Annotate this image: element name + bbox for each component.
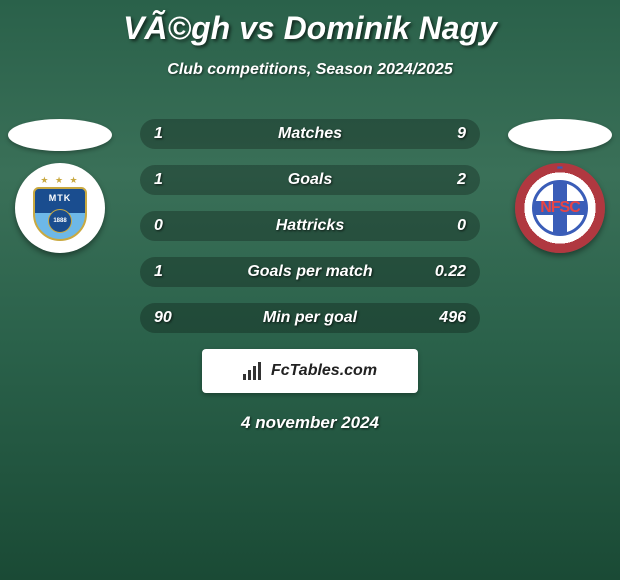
comparison-panel: ★ ★ ★ MTK 1888 ♛ NFSC 1 Matches 9 1 — [0, 119, 620, 433]
nsc-crown-icon: ♛ — [555, 163, 566, 172]
stat-right-value: 2 — [457, 171, 466, 189]
brand-text: FcTables.com — [271, 362, 377, 380]
mtk-shield-icon: MTK 1888 — [33, 187, 87, 241]
stat-left-value: 1 — [154, 125, 163, 143]
stat-right-value: 0.22 — [435, 263, 466, 281]
stat-row: 0 Hattricks 0 — [140, 211, 480, 241]
player-left-avatar — [8, 119, 112, 151]
stat-left-value: 0 — [154, 217, 163, 235]
stat-label: Goals — [140, 171, 480, 189]
date-label: 4 november 2024 — [0, 413, 620, 433]
mtk-code: MTK — [49, 193, 72, 203]
club-badge-left: ★ ★ ★ MTK 1888 — [15, 163, 105, 253]
mtk-stars-icon: ★ ★ ★ — [40, 175, 79, 186]
nsc-code: NFSC — [540, 199, 580, 217]
page-subtitle: Club competitions, Season 2024/2025 — [0, 61, 620, 79]
player-left-column: ★ ★ ★ MTK 1888 — [5, 119, 115, 253]
stat-left-value: 90 — [154, 309, 172, 327]
stat-left-value: 1 — [154, 263, 163, 281]
stats-list: 1 Matches 9 1 Goals 2 0 Hattricks 0 1 Go… — [140, 119, 480, 333]
brand-box[interactable]: FcTables.com — [202, 349, 418, 393]
stat-row: 1 Matches 9 — [140, 119, 480, 149]
stat-row: 1 Goals 2 — [140, 165, 480, 195]
stat-row: 1 Goals per match 0.22 — [140, 257, 480, 287]
stat-right-value: 496 — [439, 309, 466, 327]
stat-left-value: 1 — [154, 171, 163, 189]
nsc-inner-icon: NFSC — [532, 180, 588, 236]
bar-chart-icon — [243, 362, 265, 380]
stat-label: Goals per match — [140, 263, 480, 281]
player-right-column: ♛ NFSC — [505, 119, 615, 253]
stat-label: Min per goal — [140, 309, 480, 327]
stat-row: 90 Min per goal 496 — [140, 303, 480, 333]
club-badge-right: ♛ NFSC — [515, 163, 605, 253]
stat-right-value: 0 — [457, 217, 466, 235]
player-right-avatar — [508, 119, 612, 151]
stat-label: Hattricks — [140, 217, 480, 235]
stat-right-value: 9 — [457, 125, 466, 143]
page-title: VÃ©gh vs Dominik Nagy — [0, 0, 620, 47]
mtk-year: 1888 — [48, 209, 72, 233]
stat-label: Matches — [140, 125, 480, 143]
